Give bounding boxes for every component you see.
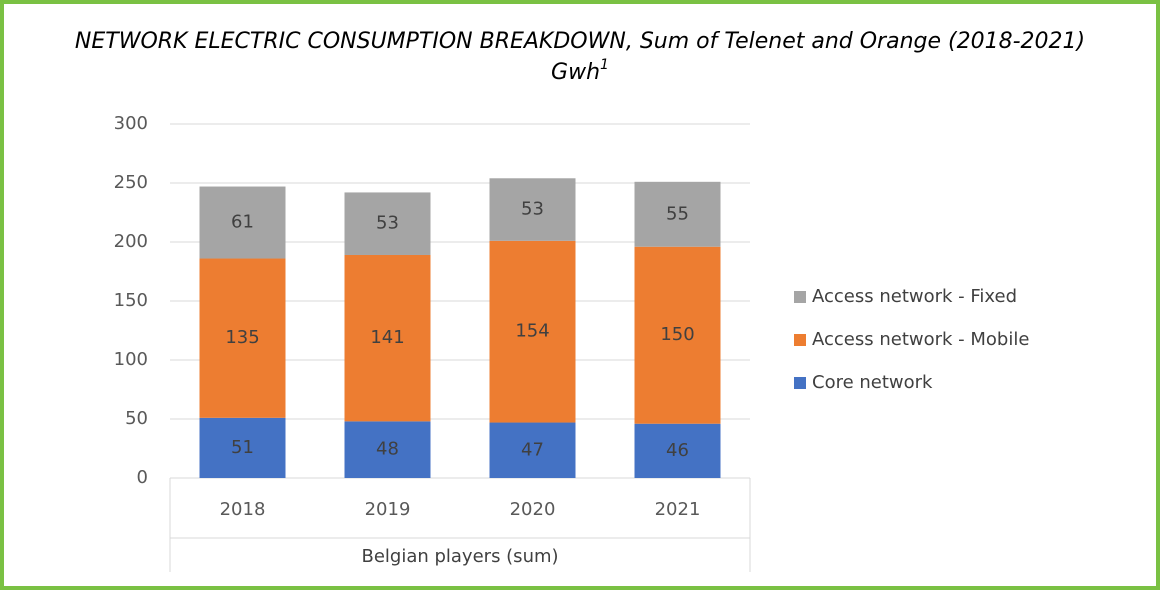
bar-segment: [199, 258, 286, 418]
x-axis-label: Belgian players (sum): [361, 546, 558, 567]
bar-segment: [489, 240, 576, 423]
chart-title: NETWORK ELECTRIC CONSUMPTION BREAKDOWN, …: [75, 29, 1085, 54]
data-label: 46: [666, 440, 689, 461]
data-label: 53: [376, 213, 399, 234]
legend-swatch: [794, 377, 806, 389]
bar-segment: [489, 178, 576, 241]
bar-segment: [344, 421, 431, 478]
bar-segment: [634, 423, 721, 478]
x-tick-label: 2019: [365, 499, 411, 520]
y-tick-label: 100: [114, 349, 148, 370]
x-tick-label: 2020: [510, 499, 556, 520]
data-label: 55: [666, 203, 689, 224]
y-tick-label: 0: [137, 467, 148, 488]
bar-segment: [199, 186, 286, 259]
y-tick-label: 250: [114, 172, 148, 193]
footnote-marker: 1: [600, 57, 609, 73]
data-label: 61: [231, 212, 254, 233]
bar-segment: [199, 417, 286, 478]
y-tick-label: 50: [125, 408, 148, 429]
data-label: 141: [370, 327, 404, 348]
bar-segment: [634, 181, 721, 247]
x-tick-label: 2018: [220, 499, 266, 520]
legend-label: Access network - Fixed: [812, 286, 1017, 307]
legend-swatch: [794, 291, 806, 303]
bar-segment: [344, 254, 431, 422]
legend-swatch: [794, 334, 806, 346]
data-label: 150: [660, 324, 694, 345]
chart-subtitle-line: Gwh1: [551, 57, 609, 85]
data-label: 53: [521, 199, 544, 220]
data-label: 47: [521, 439, 544, 460]
bar-segment: [634, 246, 721, 424]
data-label: 48: [376, 439, 399, 460]
legend-label: Core network: [812, 372, 933, 393]
x-tick-label: 2021: [655, 499, 701, 520]
y-tick-label: 300: [114, 113, 148, 134]
legend-label: Access network - Mobile: [812, 329, 1029, 350]
y-tick-label: 150: [114, 290, 148, 311]
y-tick-label: 200: [114, 231, 148, 252]
bar-segment: [344, 192, 431, 255]
data-label: 154: [515, 321, 549, 342]
data-label: 51: [231, 437, 254, 458]
data-label: 135: [225, 327, 259, 348]
bar-segment: [489, 422, 576, 478]
chart-subtitle: Gwh: [551, 60, 600, 85]
